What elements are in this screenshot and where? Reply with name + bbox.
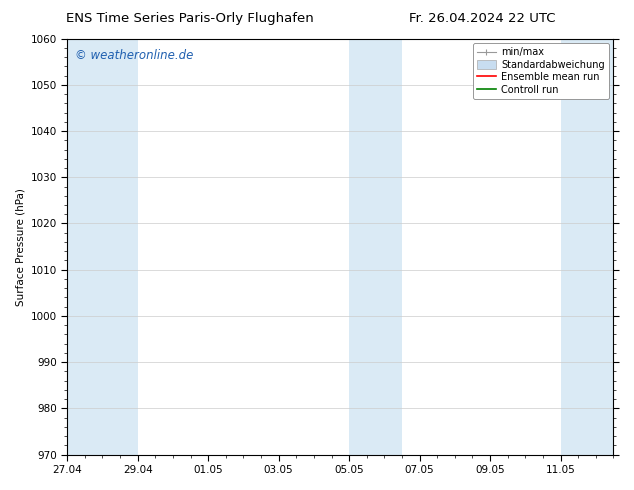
Bar: [349, 39, 402, 455]
Text: Fr. 26.04.2024 22 UTC: Fr. 26.04.2024 22 UTC: [408, 12, 555, 25]
Text: ENS Time Series Paris-Orly Flughafen: ENS Time Series Paris-Orly Flughafen: [67, 12, 314, 25]
Bar: [560, 39, 614, 455]
Y-axis label: Surface Pressure (hPa): Surface Pressure (hPa): [15, 188, 25, 306]
Legend: min/max, Standardabweichung, Ensemble mean run, Controll run: min/max, Standardabweichung, Ensemble me…: [473, 44, 609, 98]
Text: © weatheronline.de: © weatheronline.de: [75, 49, 194, 62]
Bar: [67, 39, 138, 455]
